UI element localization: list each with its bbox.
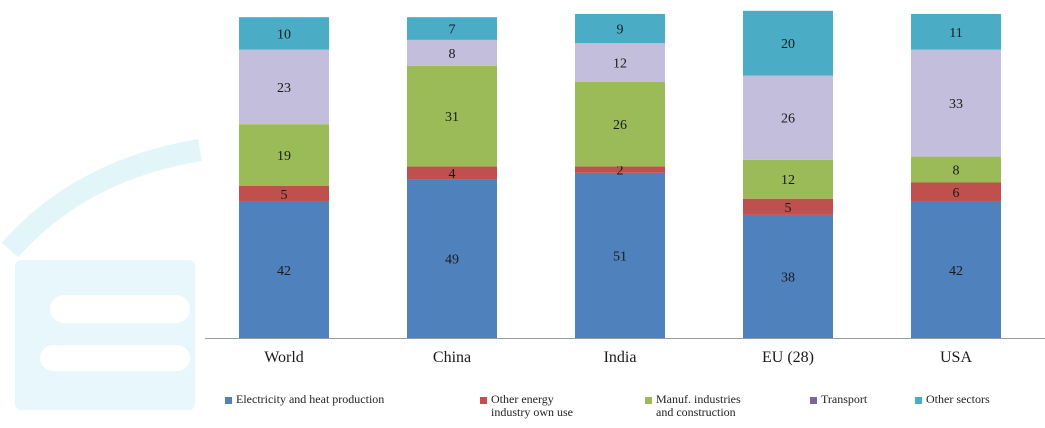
data-label: 2 <box>617 164 624 179</box>
data-label: 11 <box>949 26 962 41</box>
x-tick-label: EU (28) <box>762 349 814 366</box>
bar-india-other-sectors <box>575 14 665 44</box>
legend-item-electricity: Electricity and heat production <box>225 393 384 406</box>
bar-usa-other-sectors <box>911 14 1001 50</box>
legend-item-other-energy: Other energy industry own use <box>480 393 573 419</box>
x-tick-label: USA <box>940 349 972 366</box>
chart-legend: Electricity and heat production Other en… <box>225 393 1035 423</box>
legend-label-other-energy: Other energy industry own use <box>491 392 573 419</box>
legend-item-transport: Transport <box>810 393 867 406</box>
bar-india-electricity-and-heat-production <box>575 172 665 338</box>
bar-india-manuf-industries-and-construction <box>575 82 665 167</box>
bar-china-transport <box>407 39 497 66</box>
data-label: 26 <box>781 112 795 127</box>
bar-world-manuf-industries-and-construction <box>239 124 329 186</box>
chart-plot: 425192310World4943187China51226129India3… <box>205 10 1045 366</box>
x-tick-label: World <box>264 349 304 366</box>
data-label: 7 <box>449 23 456 38</box>
x-tick-label: China <box>433 349 471 366</box>
legend-label-other-sectors: Other sectors <box>926 392 990 406</box>
data-label: 19 <box>277 149 291 164</box>
data-label: 26 <box>613 118 627 133</box>
bar-world-other-sectors <box>239 17 329 50</box>
data-label: 49 <box>445 253 459 268</box>
data-label: 51 <box>613 249 627 264</box>
data-label: 23 <box>277 81 291 96</box>
legend-swatch-other-sectors <box>915 397 922 404</box>
legend-label-transport: Transport <box>821 392 868 406</box>
bar-india-other-energy-industry-own-use <box>575 166 665 173</box>
data-label: 12 <box>781 173 795 188</box>
bar-usa-transport <box>911 49 1001 157</box>
bar-china-manuf-industries-and-construction <box>407 65 497 167</box>
bar-usa-other-energy-industry-own-use <box>911 182 1001 202</box>
bar-eu-28-electricity-and-heat-production <box>743 214 833 338</box>
data-label: 8 <box>953 164 960 179</box>
x-tick-label: India <box>604 349 637 366</box>
bar-usa-electricity-and-heat-production <box>911 201 1001 338</box>
data-label: 5 <box>281 188 288 203</box>
data-label: 9 <box>617 23 624 38</box>
data-label: 42 <box>949 264 963 279</box>
bar-world-electricity-and-heat-production <box>239 201 329 338</box>
legend-label-manufacturing: Manuf. industries and construction <box>656 392 741 419</box>
bar-eu-28-manuf-industries-and-construction <box>743 159 833 199</box>
legend-swatch-manufacturing <box>645 397 652 404</box>
legend-item-other-sectors: Other sectors <box>915 393 990 406</box>
bar-world-other-energy-industry-own-use <box>239 185 329 202</box>
bar-eu-28-transport <box>743 75 833 160</box>
bar-china-electricity-and-heat-production <box>407 179 497 338</box>
data-label: 12 <box>613 57 627 72</box>
data-label: 38 <box>781 270 795 285</box>
data-label: 8 <box>449 47 456 62</box>
bar-china-other-sectors <box>407 17 497 40</box>
legend-label-electricity: Electricity and heat production <box>236 392 385 406</box>
bar-china-other-energy-industry-own-use <box>407 166 497 180</box>
data-label: 33 <box>949 97 963 112</box>
data-label: 10 <box>277 27 291 42</box>
legend-swatch-other-energy <box>480 397 487 404</box>
data-label: 42 <box>277 264 291 279</box>
bar-world-transport <box>239 49 329 125</box>
bar-usa-manuf-industries-and-construction <box>911 156 1001 183</box>
legend-swatch-transport <box>810 397 817 404</box>
data-label: 31 <box>445 110 459 125</box>
data-label: 5 <box>785 201 792 216</box>
data-label: 6 <box>953 186 960 201</box>
bar-india-transport <box>575 43 665 83</box>
bar-eu-28-other-energy-industry-own-use <box>743 198 833 215</box>
bar-eu-28-other-sectors <box>743 10 833 76</box>
legend-item-manufacturing: Manuf. industries and construction <box>645 393 741 419</box>
legend-swatch-electricity <box>225 397 232 404</box>
data-label: 20 <box>781 37 795 52</box>
data-label: 4 <box>449 167 456 182</box>
